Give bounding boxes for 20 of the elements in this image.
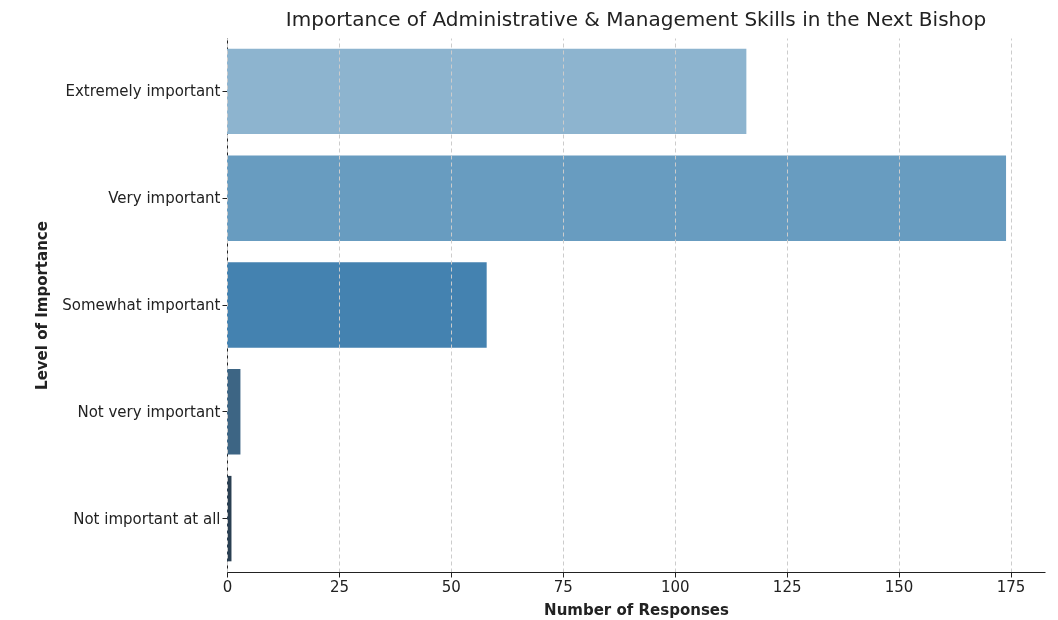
bar xyxy=(227,48,747,135)
chart-title: Importance of Administrative & Management Skills in the Next Bishop xyxy=(285,7,987,31)
bar xyxy=(227,262,487,348)
y-tick-label: Somewhat important xyxy=(62,296,221,314)
x-tick-label: 150 xyxy=(884,577,914,596)
y-tick-label: Very important xyxy=(108,189,221,208)
x-axis-title: Number of Responses xyxy=(544,600,729,619)
bar xyxy=(227,369,241,455)
x-tick-label: 0 xyxy=(222,577,233,596)
x-tick-label: 175 xyxy=(996,577,1026,596)
x-tick-label: 25 xyxy=(329,577,349,596)
y-tick-label: Not important at all xyxy=(73,509,221,528)
y-axis-title: Level of Importance xyxy=(33,221,52,390)
x-tick-label: 75 xyxy=(553,577,573,596)
x-tick-label: 125 xyxy=(772,577,802,596)
x-tick-label: 100 xyxy=(660,577,690,596)
y-tick-label: Not very important xyxy=(77,402,221,421)
x-tick-label: 50 xyxy=(441,577,461,596)
bar xyxy=(227,155,1007,241)
y-tick-label: Extremely important xyxy=(65,82,221,101)
